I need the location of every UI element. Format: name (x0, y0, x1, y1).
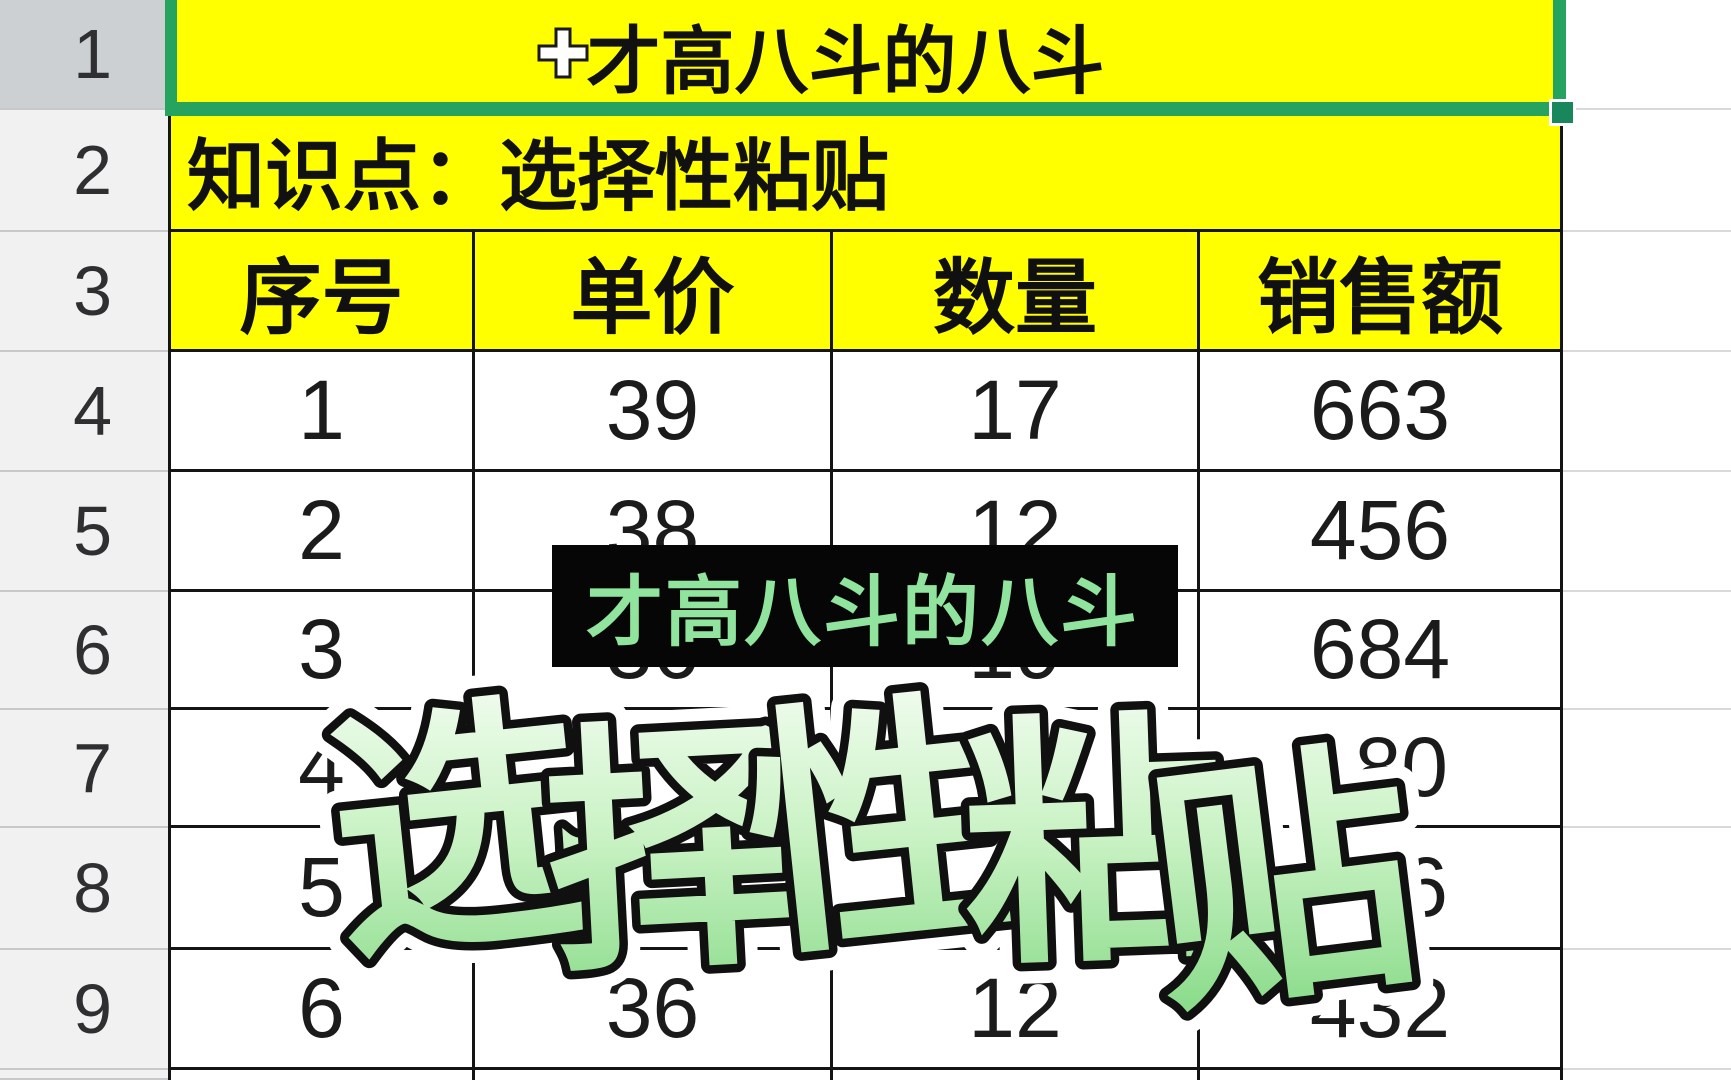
row-header-8[interactable]: 8 (0, 828, 168, 950)
big-char: 性 (733, 669, 1024, 988)
data-row-10-partial (168, 1070, 1563, 1080)
selection-border-bottom (165, 102, 1567, 116)
cell-danjia[interactable]: 36 (475, 950, 833, 1067)
cell-danjia[interactable]: 39 (475, 352, 833, 469)
empty-cell (1563, 592, 1731, 710)
big-char: 贴 (1135, 721, 1431, 1044)
row-header-7[interactable]: 7 (0, 710, 168, 828)
row-header-3[interactable]: 3 (0, 232, 168, 352)
cell-xuhao[interactable]: 1 (168, 352, 475, 469)
cell-danjia[interactable] (475, 1070, 833, 1080)
merged-subtitle-cell[interactable]: 知识点：选择性粘贴 (168, 110, 1563, 232)
column-header-xiaoshoue[interactable]: 销售额 (1200, 232, 1563, 349)
fill-handle[interactable] (1549, 99, 1576, 126)
cell-xiaoshoue[interactable]: 46 (1200, 828, 1563, 947)
selection-border-left (165, 0, 177, 106)
selection-border-right (1553, 0, 1566, 103)
row-header-9[interactable]: 9 (0, 950, 168, 1070)
row-header-5[interactable]: 5 (0, 472, 168, 592)
cell-xiaoshoue[interactable]: 456 (1200, 472, 1563, 589)
cell-xiaoshoue[interactable]: 432 (1200, 950, 1563, 1067)
empty-cell (1563, 950, 1731, 1070)
cell-plus-cursor-icon (537, 27, 589, 79)
data-row-9: 6 36 12 432 (168, 950, 1563, 1070)
big-overlay-text: 选 择 性 粘 贴 选 择 性 粘 贴 (296, 648, 1452, 1065)
cell-xuhao[interactable]: 6 (168, 950, 475, 1067)
data-row-8: 5 46 (168, 828, 1563, 950)
row-header-10-partial[interactable] (0, 1070, 168, 1080)
big-char: 贴 (1135, 721, 1431, 1044)
sheet-table: 才高八斗的八斗 知识点：选择性粘贴 序号 单价 数量 销售额 1 39 17 6… (168, 0, 1563, 1080)
cell-xuhao[interactable]: 4 (168, 710, 475, 825)
big-char: 选 (317, 672, 608, 991)
big-char: 性 (733, 669, 1024, 988)
merged-title-cell[interactable]: 才高八斗的八斗 (168, 0, 1563, 110)
cell-xuhao[interactable]: 2 (168, 472, 475, 589)
empty-cell (1563, 472, 1731, 592)
row-header-4[interactable]: 4 (0, 352, 168, 472)
row-header-1[interactable]: 1 (0, 0, 168, 110)
row-header-6[interactable]: 6 (0, 592, 168, 710)
cell-xiaoshoue[interactable]: 684 (1200, 592, 1563, 707)
big-char: 选 (317, 672, 608, 991)
cell-shuliang[interactable] (833, 828, 1200, 947)
cell-danjia[interactable] (475, 710, 833, 825)
big-char: 粘 (958, 694, 1230, 996)
column-header-shuliang[interactable]: 数量 (833, 232, 1200, 349)
empty-cell (1563, 828, 1731, 950)
column-header-danjia[interactable]: 单价 (475, 232, 833, 349)
cell-xiaoshoue[interactable]: 80 (1200, 710, 1563, 825)
big-char: 择 (538, 697, 819, 1004)
empty-cell (1563, 710, 1731, 828)
cell-xuhao[interactable]: 3 (168, 592, 475, 707)
big-char: 粘 (958, 694, 1230, 996)
cell-xiaoshoue[interactable] (1200, 1070, 1563, 1080)
empty-cell (1563, 0, 1731, 110)
empty-cell (1563, 1070, 1731, 1080)
watermark-banner: 才高八斗的八斗 (552, 545, 1178, 667)
cell-shuliang[interactable] (833, 1070, 1200, 1080)
big-text-main: 选 择 性 粘 贴 (317, 669, 1431, 1044)
data-row-4: 1 39 17 663 (168, 352, 1563, 472)
empty-cells-area[interactable] (1563, 0, 1731, 1080)
cell-shuliang[interactable] (833, 710, 1200, 825)
column-header-xuhao[interactable]: 序号 (168, 232, 475, 349)
header-row: 序号 单价 数量 销售额 (168, 232, 1563, 352)
cell-shuliang[interactable]: 12 (833, 950, 1200, 1067)
big-text-halo: 选 择 性 粘 贴 (317, 669, 1431, 1044)
row-header-2[interactable]: 2 (0, 110, 168, 232)
cell-danjia[interactable] (475, 828, 833, 947)
row-header-column: 1 2 3 4 5 6 7 8 9 (0, 0, 168, 1080)
empty-cell (1563, 232, 1731, 352)
cell-xuhao[interactable]: 5 (168, 828, 475, 947)
cell-xiaoshoue[interactable]: 663 (1200, 352, 1563, 469)
empty-cell (1563, 110, 1731, 232)
data-row-7: 4 80 (168, 710, 1563, 828)
big-char: 择 (538, 697, 819, 1004)
watermark-banner-text: 才高八斗的八斗 (586, 569, 1139, 656)
empty-cell (1563, 352, 1731, 472)
cell-xuhao[interactable] (168, 1070, 475, 1080)
cell-shuliang[interactable]: 17 (833, 352, 1200, 469)
